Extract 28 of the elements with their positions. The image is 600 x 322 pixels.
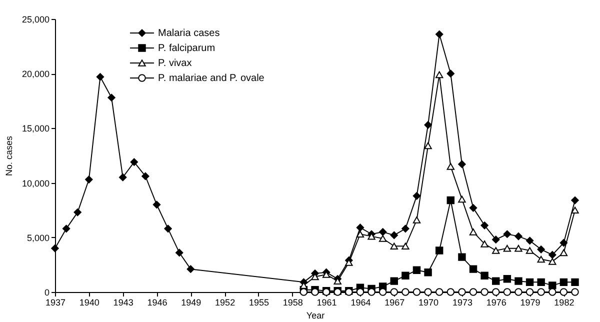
x-tick-label: 1952 xyxy=(215,298,236,308)
x-tick-label: 1940 xyxy=(79,298,100,308)
y-tick-label: 20,000 xyxy=(22,69,50,80)
legend-label: P. vivax xyxy=(158,58,192,69)
x-tick-label: 1964 xyxy=(350,298,371,308)
y-tick-label: 0 xyxy=(44,288,50,298)
x-tick-label: 1943 xyxy=(113,298,134,308)
y-tick-label: 5,000 xyxy=(26,232,50,243)
x-tick-label: 1955 xyxy=(248,298,269,308)
x-tick-label: 1958 xyxy=(282,298,303,308)
x-tick-label: 1946 xyxy=(147,298,168,308)
x-tick-label: 1970 xyxy=(418,298,439,308)
legend-label: P. malariae and P. ovale xyxy=(158,73,265,84)
x-tick-label: 1979 xyxy=(520,298,540,308)
y-tick-label: 10,000 xyxy=(22,178,50,188)
y-tick-label: 15,000 xyxy=(22,124,50,134)
x-tick-label: 1982 xyxy=(554,298,574,308)
legend-label: P. falciparum xyxy=(158,43,216,54)
x-tick-label: 1973 xyxy=(452,298,472,308)
y-axis-title: No. cases xyxy=(4,136,14,176)
x-axis-title: Year xyxy=(306,310,325,320)
x-tick-label: 1937 xyxy=(45,298,66,308)
y-tick-label: 25,000 xyxy=(22,14,50,24)
legend-label: Malaria cases xyxy=(158,28,220,39)
x-tick-label: 1961 xyxy=(316,298,337,308)
x-tick-label: 1967 xyxy=(384,298,405,308)
x-tick-label: 1949 xyxy=(181,298,202,308)
x-tick-label: 1976 xyxy=(486,298,506,308)
